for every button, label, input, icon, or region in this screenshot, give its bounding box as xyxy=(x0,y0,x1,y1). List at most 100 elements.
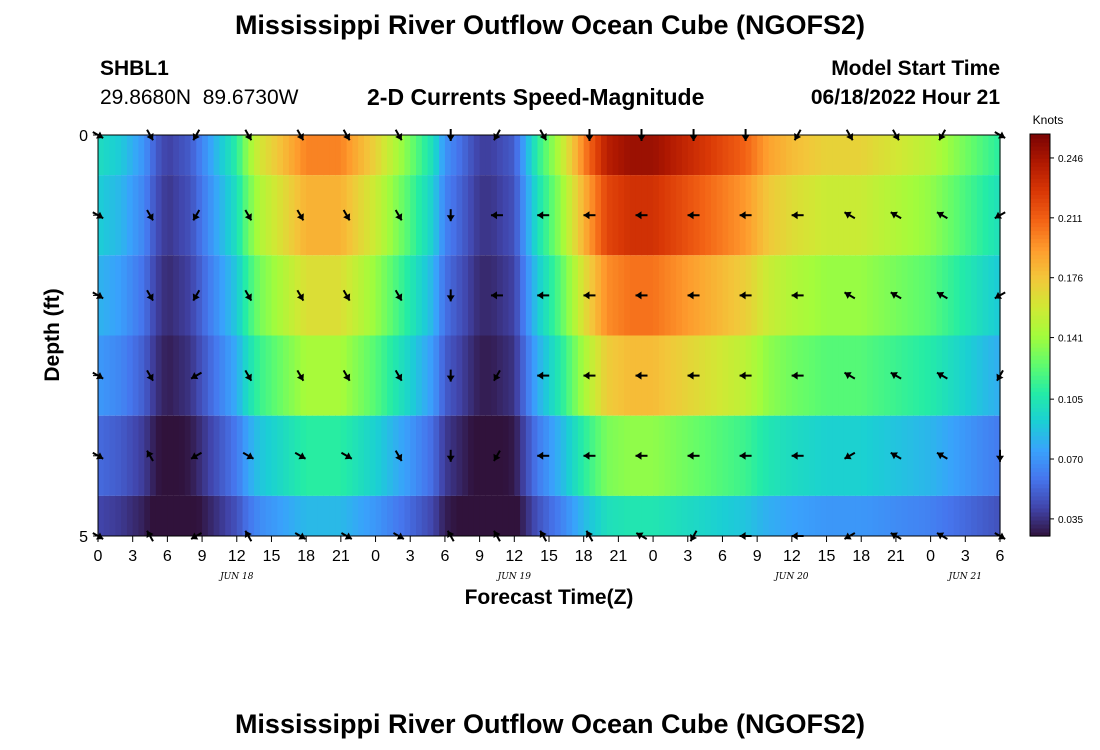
heatmap-cell xyxy=(259,255,267,336)
x-tick-label: 9 xyxy=(475,548,484,565)
heatmap-cell xyxy=(150,495,157,536)
heatmap-cell xyxy=(184,335,192,416)
heatmap-cell xyxy=(335,255,342,336)
heatmap-cell xyxy=(786,135,793,176)
heatmap-cell xyxy=(820,175,828,256)
heatmap-cell xyxy=(543,495,550,536)
heatmap-cell xyxy=(971,335,978,416)
heatmap-cell xyxy=(901,495,909,536)
heatmap-cell xyxy=(849,255,857,336)
heatmap-cell xyxy=(254,335,261,416)
heatmap-cell xyxy=(144,175,151,256)
colorbar-segment xyxy=(1030,330,1050,336)
heatmap-cell xyxy=(554,255,562,336)
heatmap-cell xyxy=(803,135,810,176)
heatmap-cell xyxy=(913,415,920,496)
heatmap-cell xyxy=(855,135,862,176)
heatmap-cell xyxy=(572,415,579,496)
heatmap-cell xyxy=(277,135,284,176)
heatmap-cell xyxy=(653,135,660,176)
heatmap-cell xyxy=(809,255,816,336)
colorbar-segment xyxy=(1030,355,1050,360)
heatmap-cell xyxy=(410,255,417,336)
heatmap-cell xyxy=(456,135,463,176)
heatmap-cell xyxy=(306,135,313,176)
heatmap-cell xyxy=(624,415,631,496)
heatmap-cell xyxy=(959,255,966,336)
heatmap-cell xyxy=(531,415,539,496)
heatmap-cell xyxy=(681,495,689,536)
heatmap-cell xyxy=(780,415,787,496)
heatmap-cell xyxy=(872,495,880,536)
heatmap-cell xyxy=(722,135,729,176)
colorbar-tick-label: 0.141 xyxy=(1058,334,1083,345)
heatmap-cell xyxy=(485,495,492,536)
heatmap-cell xyxy=(589,135,596,176)
heatmap-cell xyxy=(404,415,411,496)
current-arrow-head xyxy=(395,453,403,461)
heatmap-cell xyxy=(705,415,712,496)
heatmap-cell xyxy=(387,255,394,336)
heatmap-cell xyxy=(554,495,562,536)
heatmap-cell xyxy=(751,495,758,536)
heatmap-cell xyxy=(167,175,174,256)
x-tick-label: 15 xyxy=(818,548,836,565)
heatmap-cell xyxy=(554,135,562,176)
heatmap-cell xyxy=(184,495,192,536)
heatmap-cell xyxy=(283,335,290,416)
heatmap-cell xyxy=(751,135,758,176)
heatmap-cell xyxy=(207,255,215,336)
heatmap-cell xyxy=(832,135,839,176)
heatmap-cell xyxy=(820,495,828,536)
heatmap-cell xyxy=(352,415,359,496)
heatmap-cell xyxy=(265,415,273,496)
heatmap-cell xyxy=(861,335,868,416)
colorbar-segment xyxy=(1030,174,1050,179)
heatmap-cell xyxy=(323,135,330,176)
heatmap-cell xyxy=(340,135,348,176)
heatmap-cell xyxy=(884,335,891,416)
heatmap-cell xyxy=(606,255,614,336)
heatmap-cell xyxy=(196,135,203,176)
heatmap-cell xyxy=(103,495,111,536)
heatmap-cell xyxy=(786,495,793,536)
heatmap-cell xyxy=(265,135,273,176)
heatmap-cell xyxy=(647,415,654,496)
current-arrow-head xyxy=(637,135,646,141)
heatmap-cell xyxy=(103,175,111,256)
heatmap-cell xyxy=(826,135,833,176)
heatmap-cell xyxy=(277,415,284,496)
heatmap-cell xyxy=(508,415,515,496)
heatmap-cell xyxy=(959,335,966,416)
heatmap-cell xyxy=(416,415,423,496)
heatmap-cell xyxy=(872,135,880,176)
heatmap-cell xyxy=(479,335,486,416)
heatmap-cell xyxy=(554,335,562,416)
heatmap-cell xyxy=(930,255,937,336)
heatmap-cell xyxy=(352,335,359,416)
heatmap-cell xyxy=(525,495,533,536)
heatmap-cell xyxy=(496,415,504,496)
x-tick-label: 0 xyxy=(649,548,658,565)
heatmap-cell xyxy=(427,495,434,536)
heatmap-cell xyxy=(814,415,822,496)
current-arrow-head xyxy=(343,293,351,301)
heatmap-cell xyxy=(942,495,949,536)
heatmap-cell xyxy=(728,255,735,336)
heatmap-cell xyxy=(855,335,862,416)
heatmap-cell xyxy=(780,335,787,416)
heatmap-cell xyxy=(606,175,614,256)
heatmap-cell xyxy=(780,495,787,536)
heatmap-cell xyxy=(138,255,145,336)
heatmap-cell xyxy=(213,175,221,256)
heatmap-cell xyxy=(283,415,290,496)
heatmap-cell xyxy=(115,135,122,176)
current-arrow-head xyxy=(537,211,544,220)
heatmap-cell xyxy=(358,495,365,536)
heatmap-cell xyxy=(572,135,579,176)
colorbar-segment xyxy=(1030,359,1050,364)
heatmap-cell xyxy=(895,495,903,536)
current-arrow-head xyxy=(739,451,746,460)
colorbar-segment xyxy=(1030,326,1050,332)
heatmap-cell xyxy=(629,495,637,536)
